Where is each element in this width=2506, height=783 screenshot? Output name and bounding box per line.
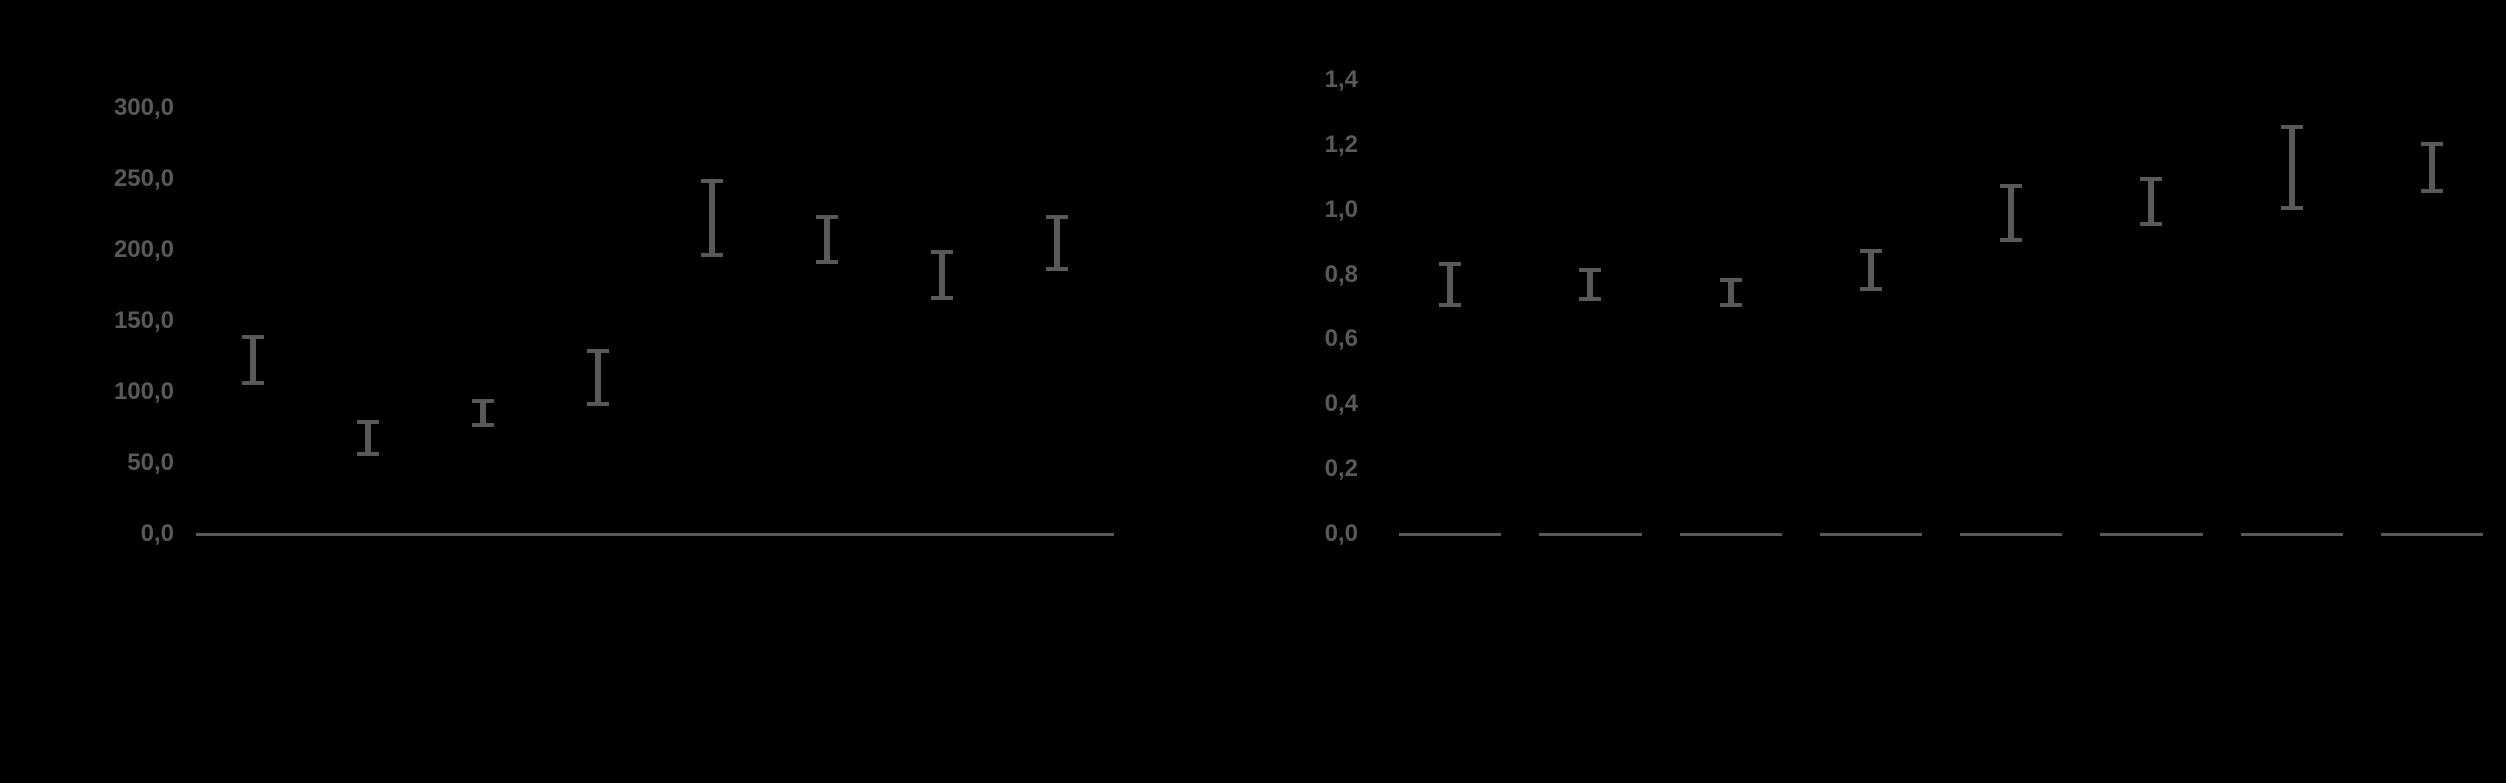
- error-bar-cap-top: [701, 179, 723, 183]
- error-bar: [2421, 142, 2443, 194]
- y-tick-label: 0,6: [1325, 325, 1358, 353]
- error-bar-stem: [824, 215, 830, 265]
- error-bar-stem: [2429, 142, 2435, 194]
- error-bar-stem: [939, 250, 945, 300]
- error-bar: [701, 179, 723, 257]
- error-bar: [242, 335, 264, 385]
- error-bar: [1439, 262, 1461, 307]
- error-bar-cap-bottom: [701, 253, 723, 257]
- error-bar-stem: [1054, 215, 1060, 272]
- x-axis-segment: [1960, 533, 2062, 536]
- y-tick-label: 0,2: [1325, 455, 1358, 483]
- y-tick-label: 1,2: [1325, 131, 1358, 159]
- y-tick-label: 100,0: [114, 378, 174, 406]
- x-axis-line: [196, 533, 1114, 536]
- error-bar-cap-top: [1860, 249, 1882, 253]
- y-tick-label: 0,0: [1325, 520, 1358, 548]
- x-axis-segment: [1399, 533, 1501, 536]
- error-bar-cap-bottom: [1860, 287, 1882, 291]
- error-bar-cap-top: [2421, 142, 2443, 146]
- y-tick-label: 1,0: [1325, 196, 1358, 224]
- error-bar: [357, 420, 379, 456]
- error-bar-cap-bottom: [2421, 189, 2443, 193]
- error-bar-cap-top: [1046, 215, 1068, 219]
- error-bar-stem: [709, 179, 715, 257]
- x-axis-segment: [2100, 533, 2202, 536]
- x-axis-segment: [1539, 533, 1641, 536]
- error-bar-cap-bottom: [1046, 267, 1068, 271]
- error-bar-cap-top: [357, 420, 379, 424]
- error-bar: [1720, 278, 1742, 307]
- x-axis-segment: [1820, 533, 1922, 536]
- error-bar: [1860, 249, 1882, 291]
- error-bar-cap-top: [2140, 177, 2162, 181]
- y-tick-label: 0,4: [1325, 390, 1358, 418]
- error-bar: [2000, 184, 2022, 242]
- error-bar: [2140, 177, 2162, 226]
- y-tick-label: 50,0: [127, 449, 174, 477]
- error-bar: [587, 349, 609, 406]
- error-bar-cap-bottom: [1579, 297, 1601, 301]
- error-bar-stem: [1868, 249, 1874, 291]
- error-bar-cap-bottom: [242, 381, 264, 385]
- error-bar-stem: [1447, 262, 1453, 307]
- error-bar-cap-top: [1720, 278, 1742, 282]
- error-bar-cap-bottom: [816, 260, 838, 264]
- y-tick-label: 0,8: [1325, 261, 1358, 289]
- error-bar: [472, 399, 494, 427]
- x-axis-segment: [2381, 533, 2483, 536]
- error-bar-cap-bottom: [357, 452, 379, 456]
- error-bar: [931, 250, 953, 300]
- error-bar-stem: [365, 420, 371, 456]
- error-bar-cap-bottom: [472, 423, 494, 427]
- chart-pair-container: 0,0 50,0 100,0 150,0 200,0 250,0 300,0 0,0 0,2 0,…: [0, 0, 2506, 783]
- error-bar-stem: [595, 349, 601, 406]
- error-bar-cap-top: [931, 250, 953, 254]
- error-bar-stem: [2008, 184, 2014, 242]
- x-axis-segment: [1680, 533, 1782, 536]
- y-tick-label: 150,0: [114, 307, 174, 335]
- y-tick-label: 300,0: [114, 94, 174, 122]
- y-tick-label: 250,0: [114, 165, 174, 193]
- error-bar-stem: [2148, 177, 2154, 226]
- y-tick-label: 1,4: [1325, 66, 1358, 94]
- error-bar: [816, 215, 838, 265]
- error-bar-cap-bottom: [2000, 238, 2022, 242]
- error-bar-cap-top: [1579, 268, 1601, 272]
- error-bar-cap-top: [587, 349, 609, 353]
- error-bar: [1579, 268, 1601, 300]
- error-bar-cap-top: [2000, 184, 2022, 188]
- error-bar-cap-bottom: [587, 402, 609, 406]
- y-tick-label: 0,0: [141, 520, 174, 548]
- error-bar-cap-bottom: [1720, 303, 1742, 307]
- x-axis-segment: [2241, 533, 2343, 536]
- error-bar: [1046, 215, 1068, 272]
- error-bar-cap-top: [816, 215, 838, 219]
- error-bar-cap-bottom: [2140, 222, 2162, 226]
- error-bar-cap-top: [242, 335, 264, 339]
- error-bar-cap-top: [1439, 262, 1461, 266]
- error-bar-cap-top: [472, 399, 494, 403]
- error-bar-cap-bottom: [931, 296, 953, 300]
- y-tick-label: 200,0: [114, 236, 174, 264]
- error-bar-stem: [2289, 125, 2295, 209]
- error-bar-cap-top: [2281, 125, 2303, 129]
- error-bar-cap-bottom: [2281, 206, 2303, 210]
- error-bar-stem: [250, 335, 256, 385]
- error-bar: [2281, 125, 2303, 209]
- error-bar-cap-bottom: [1439, 303, 1461, 307]
